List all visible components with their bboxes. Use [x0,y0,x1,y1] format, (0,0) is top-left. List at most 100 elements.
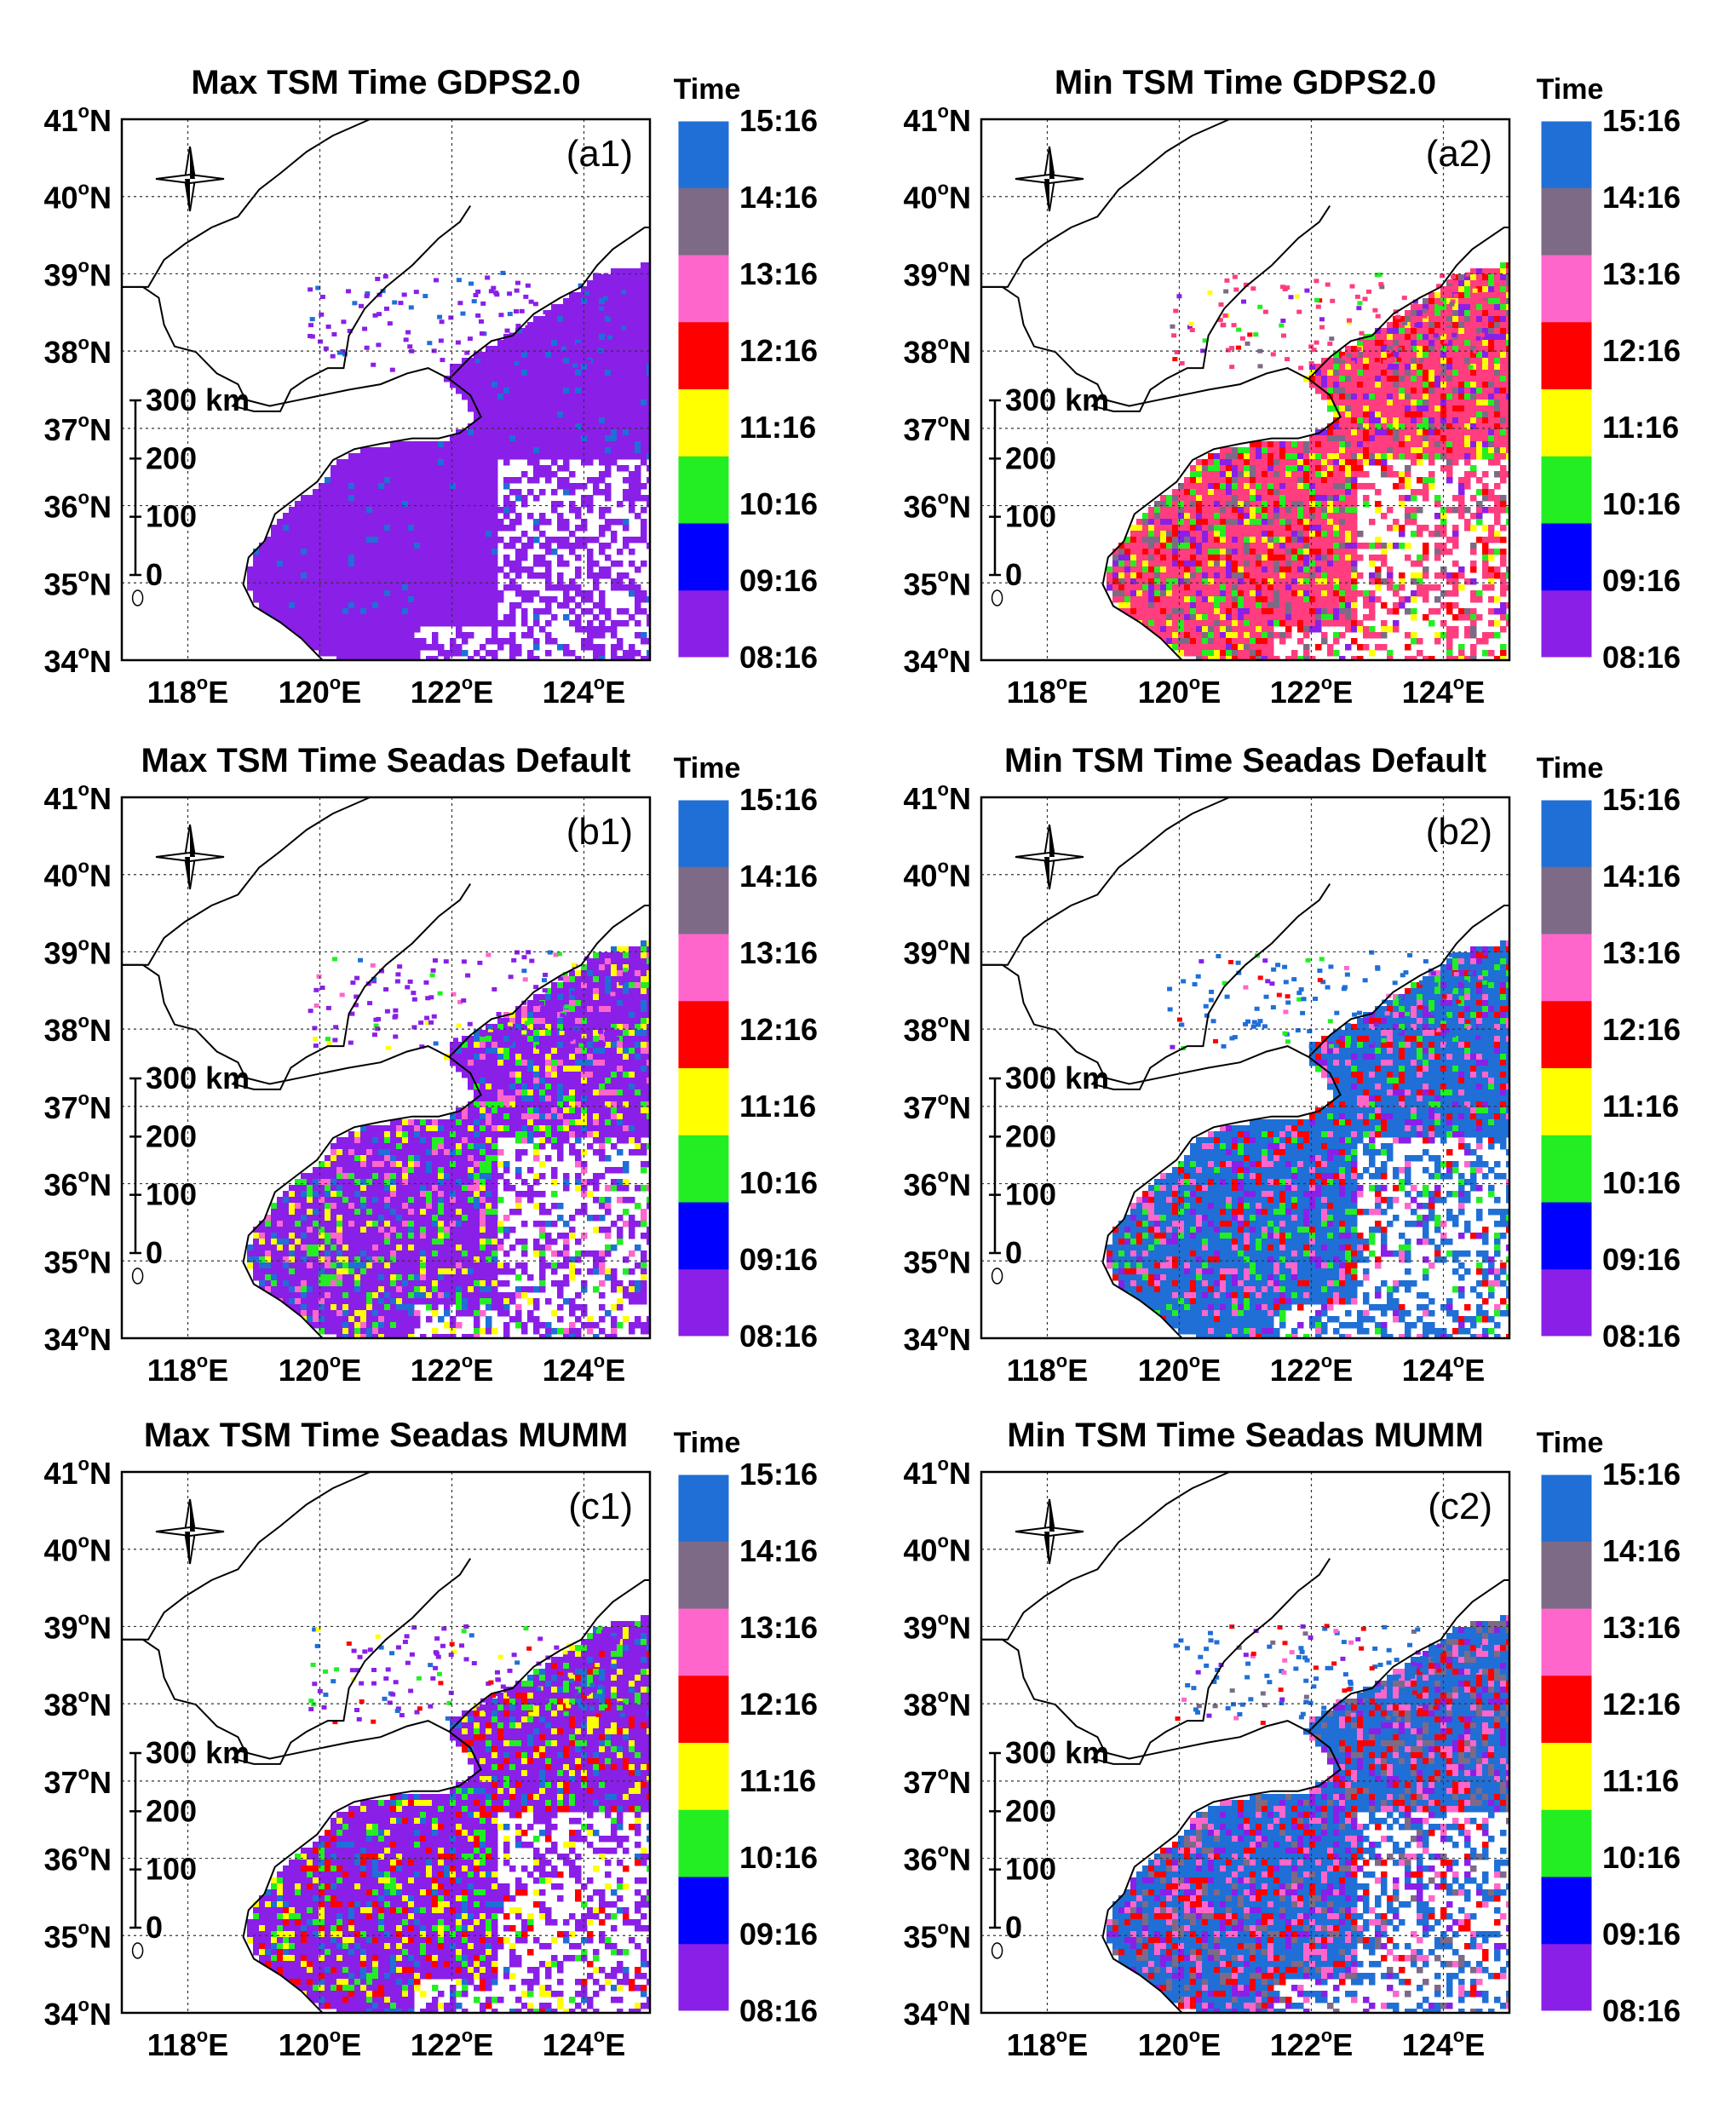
island [131,589,144,606]
lon-tick-label: 124oE [543,2025,626,2062]
tsm-time-raster [247,1615,650,2013]
scale-bar-label: 300 km [1005,1061,1109,1095]
lon-tick-label: 118oE [147,1350,229,1388]
map-panel-b1: 41oN 40oN 39oN 38oN 37oN 36oN 35oN 34oN 118oE 120… [44,742,652,1388]
scale-bar-label: 0 [1005,1235,1022,1270]
coastline-liaodong [122,883,472,1090]
lat-tick-label: 36oN [44,1840,112,1877]
colorbar-tick-label: 10:16 [739,1840,818,1875]
lat-tick-label: 39oN [44,933,112,970]
scale-bar-label: 200 [146,1118,197,1153]
island [131,1268,144,1285]
scale-bar-label: 100 [1005,1177,1056,1212]
lon-tick-label: 122oE [411,1350,494,1388]
map-panel-c1: 41oN 40oN 39oN 38oN 37oN 36oN 35oN 34oN 118oE 120… [44,1417,652,2062]
map-frame [120,1470,652,2015]
lat-tick-label: 34oN [904,1319,972,1357]
scale-bar-label: 0 [1005,557,1022,592]
colorbar-tick-label: 15:16 [739,1457,818,1492]
colorbar-tick-label: 08:16 [1602,1319,1681,1354]
coastline-bohai [122,1471,371,1641]
lat-tick-label: 39oN [44,255,112,292]
lat-tick-label: 40oN [44,856,112,894]
colorbar-title: Time [674,1427,741,1459]
scale-bar-label: 0 [146,557,163,592]
colorbar-tick-label: 14:16 [739,180,818,215]
colorbar-segment [1541,1269,1592,1337]
colorbar-segment [678,1676,729,1744]
colorbar-tick-label: 13:16 [739,256,818,291]
lat-tick-label: 35oN [44,1917,112,1954]
lon-tick-label: 124oE [543,672,626,710]
scale-bar: 300 km 200 100 0 [129,382,250,592]
coastline-liaodong [981,883,1331,1090]
colorbar-segment [678,866,729,934]
coastline-liaodong [122,205,472,412]
coastline-korea [1308,1579,1509,1733]
colorbar-title: Time [674,752,741,785]
colorbar-tick-label: 10:16 [1602,486,1681,521]
colorbar-segment [1541,1944,1592,2012]
lat-tick-label: 34oN [44,641,112,679]
scale-bar-label: 300 km [146,382,250,417]
scale-bar-label: 100 [146,1852,197,1887]
lat-tick-label: 34oN [44,1319,112,1357]
lat-tick-label: 35oN [904,1917,972,1954]
island [991,589,1003,606]
scale-bar-label: 100 [1005,499,1056,534]
colorbar-segment [1541,1809,1592,1877]
lat-tick-label: 39oN [44,1607,112,1645]
lat-tick-label: 36oN [904,1840,972,1877]
colorbar-segment [678,590,729,658]
colorbar-tick-label: 08:16 [1602,1993,1681,2028]
lat-tick-label: 41oN [44,101,112,138]
colorbar-segment [678,1475,729,1543]
colorbar-tick-label: 09:16 [739,1917,818,1952]
lon-tick-label: 124oE [1402,672,1486,710]
coastline-bohai [122,796,371,966]
colorbar-segment [678,322,729,390]
lat-tick-label: 35oN [904,1242,972,1279]
lon-tick-label: 122oE [411,2025,494,2062]
coastline-liaodong [122,1558,472,1765]
tsm-time-raster [1107,1615,1509,2013]
colorbar-segment [678,800,729,868]
lon-tick-label: 120oE [1138,2025,1222,2062]
scale-bar-label: 200 [146,440,197,475]
coastline-bohai [122,118,371,288]
colorbar-tick-label: 12:16 [739,1687,818,1722]
tsm-time-raster [247,262,650,660]
coastline-shandong [238,367,482,660]
colorbar-tick-label: 15:16 [739,782,818,817]
lat-tick-label: 37oN [904,1762,972,1800]
map-frame [120,118,652,662]
colorbar-segment [678,187,729,256]
colorbar-segment [678,1202,729,1270]
north-arrow-icon [155,1498,225,1565]
coastline-korea [448,227,650,380]
lon-tick-label: 120oE [279,672,362,710]
lon-tick-label: 118oE [1007,1350,1089,1388]
colorbar-tick-label: 10:16 [739,1165,818,1200]
lat-tick-label: 35oN [904,564,972,601]
island [991,1942,1003,1959]
map-frame [980,118,1511,662]
tsm-time-raster [1107,940,1509,1338]
scale-bar-label: 0 [1005,1910,1022,1945]
lat-tick-label: 38oN [44,332,112,370]
lat-tick-label: 41oN [44,1453,112,1491]
lat-tick-label: 35oN [44,564,112,601]
colorbar-segment [1541,1743,1592,1811]
colorbar-tick-label: 09:16 [1602,1917,1681,1952]
scale-bar-label: 200 [146,1793,197,1828]
coastline-korea [1308,227,1509,380]
scale-bar-label: 300 km [1005,382,1109,417]
map-panel-a1: 41oN 40oN 39oN 38oN 37oN 36oN 35oN 34oN 118oE 120… [44,64,652,710]
lon-tick-label: 124oE [1402,2025,1486,2062]
colorbar-tick-label: 13:16 [1602,935,1681,970]
lat-tick-label: 41oN [44,779,112,816]
coastline-bohai [981,118,1230,288]
lat-tick-label: 37oN [44,1762,112,1800]
